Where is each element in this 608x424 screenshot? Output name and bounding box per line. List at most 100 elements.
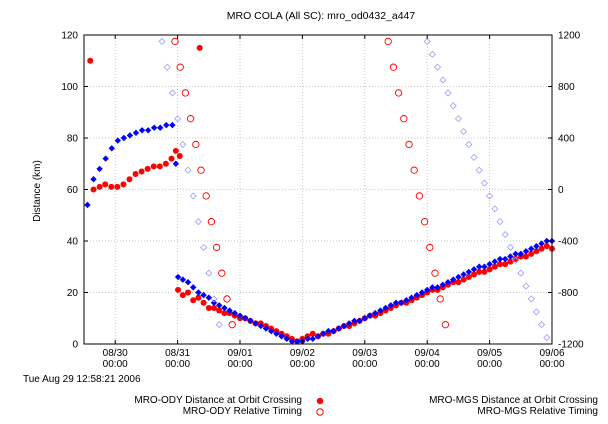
data-point bbox=[184, 166, 192, 174]
data-point bbox=[268, 327, 275, 335]
data-point bbox=[108, 145, 115, 152]
data-point bbox=[460, 127, 468, 136]
data-point bbox=[207, 218, 216, 226]
data-point bbox=[346, 320, 353, 327]
data-point bbox=[108, 183, 115, 190]
data-point bbox=[176, 153, 183, 160]
data-point bbox=[172, 147, 179, 154]
legend-label: MRO-MGS Distance at Orbit Crossing bbox=[429, 395, 598, 406]
data-point bbox=[169, 121, 176, 129]
data-point bbox=[444, 89, 452, 97]
data-point bbox=[186, 115, 195, 123]
y-tick-label: 0 bbox=[72, 340, 78, 351]
data-point bbox=[434, 63, 442, 71]
data-point bbox=[512, 250, 519, 258]
data-point bbox=[157, 124, 164, 131]
data-point bbox=[192, 140, 200, 149]
data-point bbox=[179, 140, 187, 149]
data-point bbox=[460, 271, 467, 278]
data-point bbox=[436, 295, 444, 303]
x-tick-time-label: 00:00 bbox=[103, 359, 128, 370]
data-point bbox=[496, 218, 504, 226]
data-point bbox=[144, 165, 151, 172]
data-point bbox=[543, 237, 550, 245]
data-point bbox=[454, 115, 462, 123]
x-tick-date-label: 09/05 bbox=[477, 348, 502, 359]
data-point bbox=[309, 330, 316, 337]
data-point bbox=[429, 284, 436, 291]
data-point bbox=[156, 163, 163, 170]
x-tick-time-label: 00:00 bbox=[290, 359, 315, 370]
red-filled-circle-icon bbox=[316, 397, 324, 405]
axis-ticks: 0 20 40 60 80 100 120 -1200 -800 -400 0 400 800 1200 0… bbox=[61, 31, 584, 371]
legend-label: MRO-MGS Relative Timing bbox=[477, 406, 598, 417]
x-tick-date-label: 08/31 bbox=[165, 348, 190, 359]
data-point bbox=[434, 284, 441, 291]
data-point bbox=[491, 258, 498, 265]
data-point bbox=[496, 255, 504, 263]
x-tick-date-label: 09/02 bbox=[290, 348, 315, 359]
data-point bbox=[460, 276, 467, 283]
data-point bbox=[392, 299, 400, 306]
data-point bbox=[304, 335, 311, 343]
y-tick-label: 60 bbox=[67, 185, 79, 196]
data-point bbox=[228, 321, 236, 329]
data-point bbox=[175, 286, 182, 293]
data-point bbox=[497, 261, 503, 268]
y-axis-label: Distance (km) bbox=[32, 160, 43, 222]
data-point bbox=[202, 192, 210, 200]
data-point bbox=[179, 276, 186, 283]
data-point bbox=[528, 245, 535, 252]
data-point bbox=[394, 89, 403, 97]
data-point bbox=[176, 63, 184, 71]
x-tick-time-label: 00:00 bbox=[477, 359, 502, 370]
data-point bbox=[470, 266, 478, 273]
chart-title: MRO COLA (All SC): mro_od0432_a447 bbox=[227, 10, 416, 22]
data-point bbox=[532, 308, 540, 316]
data-point bbox=[465, 140, 473, 149]
data-point bbox=[527, 295, 535, 303]
legend-left: MRO-ODY Distance at Orbit Crossing MRO-O… bbox=[50, 395, 330, 417]
data-point bbox=[162, 160, 169, 167]
data-point bbox=[372, 309, 379, 317]
data-point bbox=[528, 250, 535, 257]
chart-marks bbox=[84, 37, 556, 345]
data-point bbox=[120, 181, 127, 188]
data-point bbox=[465, 268, 472, 276]
data-point bbox=[215, 321, 223, 329]
data-point bbox=[382, 304, 389, 312]
data-point bbox=[102, 155, 109, 162]
data-point bbox=[200, 299, 207, 306]
data-point bbox=[405, 140, 413, 149]
data-point bbox=[163, 63, 171, 71]
y-tick-label: 120 bbox=[61, 31, 78, 42]
y2-tick-label: -1200 bbox=[558, 340, 584, 351]
legend-item-mgs-distance: MRO-MGS Distance at Orbit Crossing bbox=[330, 395, 598, 406]
data-point bbox=[138, 168, 145, 175]
legend-right: MRO-MGS Distance at Orbit Crossing MRO-M… bbox=[330, 395, 598, 417]
data-point bbox=[507, 253, 514, 260]
data-point bbox=[205, 294, 212, 301]
data-point bbox=[512, 256, 520, 264]
data-point bbox=[174, 273, 182, 281]
data-point bbox=[205, 304, 212, 311]
data-point bbox=[194, 218, 202, 226]
series-1 bbox=[87, 44, 555, 345]
data-point bbox=[184, 279, 192, 286]
data-point bbox=[210, 295, 218, 303]
data-point bbox=[522, 248, 530, 255]
data-point bbox=[189, 192, 197, 200]
data-point bbox=[171, 37, 179, 46]
data-point bbox=[151, 124, 158, 131]
timestamp: Tue Aug 29 12:58:21 2006 bbox=[23, 374, 141, 385]
data-point bbox=[185, 289, 191, 296]
red-open-circle-icon bbox=[316, 408, 324, 416]
legend-item-ody-distance: MRO-ODY Distance at Orbit Crossing bbox=[50, 395, 330, 406]
legend-item-mgs-timing: MRO-MGS Relative Timing bbox=[330, 406, 598, 417]
data-point bbox=[439, 281, 446, 288]
data-point bbox=[480, 179, 488, 187]
data-point bbox=[356, 317, 363, 325]
data-point bbox=[231, 309, 238, 317]
data-point bbox=[262, 325, 270, 332]
